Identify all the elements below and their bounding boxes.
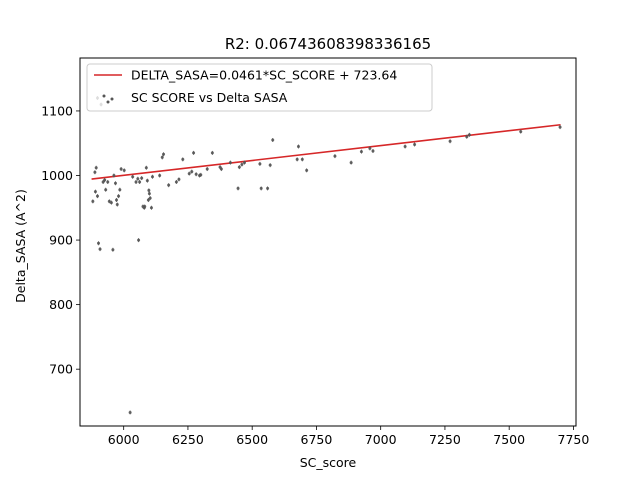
y-axis-label: Delta_SASA (A^2) xyxy=(13,189,28,303)
legend-marker xyxy=(102,94,106,98)
x-tick-label: 6000 xyxy=(108,432,140,447)
legend-frame xyxy=(86,63,433,112)
y-tick-label: 800 xyxy=(49,297,73,312)
x-tick-label: 6750 xyxy=(301,432,333,447)
fit-line xyxy=(91,123,561,180)
legend-scatter-label: SC SCORE vs Delta SASA xyxy=(131,90,288,105)
legend-marker xyxy=(110,97,114,101)
legend-marker xyxy=(106,100,110,104)
axes-frame xyxy=(79,57,577,427)
y-tick-label: 700 xyxy=(49,362,73,377)
y-tick-label: 900 xyxy=(49,233,73,248)
x-tick-label: 7000 xyxy=(365,432,397,447)
legend: DELTA_SASA=0.0461*SC_SCORE + 723.64 SC S… xyxy=(86,63,433,112)
legend-fit-line-label: DELTA_SASA=0.0461*SC_SCORE + 723.64 xyxy=(131,68,397,83)
x-tick-label: 7250 xyxy=(429,432,461,447)
y-tick-label: 1100 xyxy=(41,103,73,118)
x-tick-label: 6500 xyxy=(236,432,268,447)
x-tick-label: 7750 xyxy=(558,432,590,447)
legend-scatter-swatch xyxy=(102,94,114,104)
x-tick-label: 7500 xyxy=(493,432,525,447)
x-tick-label: 6250 xyxy=(172,432,204,447)
x-axis-label: SC_score xyxy=(300,455,357,470)
chart-title: R2: 0.06743608398336165 xyxy=(225,35,431,53)
y-tick-label: 1000 xyxy=(41,168,73,183)
